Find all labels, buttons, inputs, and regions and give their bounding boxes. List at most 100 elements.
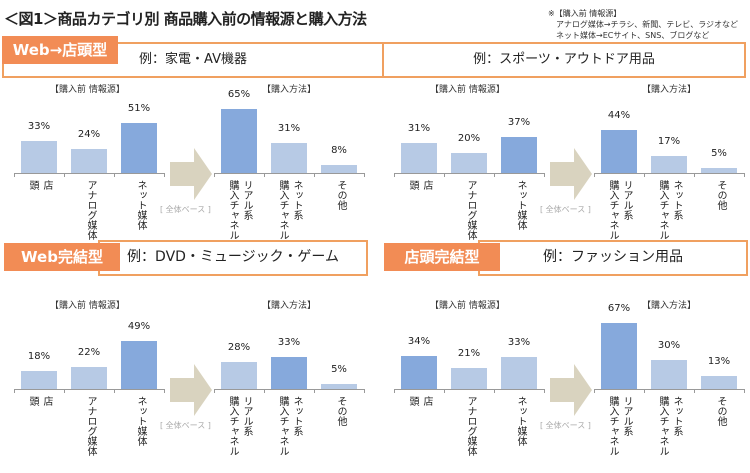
- category-label: ネット媒体: [515, 180, 526, 230]
- category-label: 店 頭: [407, 396, 432, 406]
- bar: [451, 368, 487, 389]
- data-label: 65%: [227, 89, 251, 101]
- axis-tick: [214, 389, 215, 393]
- bar: [651, 156, 687, 173]
- data-label: 20%: [457, 133, 481, 145]
- axis-tick: [64, 389, 65, 393]
- x-axis: [594, 173, 744, 174]
- bar: [651, 359, 687, 389]
- axis-tick: [164, 173, 165, 177]
- category-label: その他: [715, 180, 726, 210]
- category-label: その他: [335, 396, 346, 426]
- category-label: ネット媒体: [135, 396, 146, 446]
- right-chart-title: 【購入方法】: [262, 85, 317, 95]
- axis-tick: [494, 389, 495, 393]
- data-label: 49%: [127, 320, 151, 332]
- category-label: 店 頭: [27, 396, 52, 406]
- category-label: その他: [715, 396, 726, 426]
- axis-tick: [64, 173, 65, 177]
- axis-tick: [114, 389, 115, 393]
- x-axis: [214, 389, 364, 390]
- axis-tick: [494, 173, 495, 177]
- arrow-icon: [550, 148, 592, 200]
- category-label: ネット媒体: [135, 180, 146, 230]
- bar: [501, 356, 537, 389]
- chart-panel: 例：スポーツ・アウトドア用品 【購入前 情報源】 【購入方法】 31% 店 頭 20% アナ…: [380, 0, 750, 240]
- bar: [401, 355, 437, 389]
- axis-tick: [544, 173, 545, 177]
- category-label: リアル系 購入チャネル: [607, 396, 632, 456]
- axis-tick: [644, 389, 645, 393]
- data-label: 31%: [277, 122, 301, 134]
- right-chart-title: 【購入方法】: [642, 301, 697, 311]
- x-axis: [394, 389, 544, 390]
- category-label: ネット媒体: [515, 396, 526, 446]
- category-label: 店 頭: [407, 180, 432, 190]
- arrow-icon: [550, 364, 592, 416]
- left-chart-title: 【購入前 情報源】: [50, 301, 125, 311]
- chart-panel: 例：家電・AV機器 Web→店頭型 【購入前 情報源】 【購入方法】 33% 店 頭 24%…: [0, 0, 384, 240]
- x-axis: [14, 389, 164, 390]
- bar: [271, 142, 307, 173]
- data-label: 34%: [407, 335, 431, 347]
- bar: [451, 153, 487, 173]
- category-label: リアル系 購入チャネル: [227, 396, 252, 456]
- data-label: 33%: [277, 336, 301, 348]
- bar: [601, 129, 637, 173]
- bar: [71, 149, 107, 173]
- category-label: ネット系 購入チャネル: [277, 396, 302, 456]
- axis-tick: [264, 173, 265, 177]
- data-label: 31%: [407, 122, 431, 134]
- data-label: 33%: [27, 120, 51, 132]
- axis-tick: [364, 389, 365, 393]
- bar: [601, 323, 637, 389]
- category-label: アナログ媒体: [465, 396, 476, 456]
- category-label: ネット系 購入チャネル: [657, 180, 682, 240]
- data-label: 28%: [227, 341, 251, 353]
- category-label: その他: [335, 180, 346, 210]
- axis-tick: [14, 389, 15, 393]
- axis-tick: [364, 173, 365, 177]
- data-label: 30%: [657, 339, 681, 351]
- axis-tick: [264, 389, 265, 393]
- data-label: 8%: [331, 145, 347, 157]
- axis-tick: [594, 173, 595, 177]
- data-label: 18%: [27, 351, 51, 363]
- category-label: リアル系 購入チャネル: [227, 180, 252, 240]
- category-label: ネット系 購入チャネル: [277, 180, 302, 240]
- chart-panel: 例：DVD・ミュージック・ゲーム Web完結型 【購入前 情報源】 【購入方法】 18%…: [0, 213, 375, 456]
- bar: [501, 136, 537, 173]
- axis-tick: [644, 173, 645, 177]
- category-type-tag: Web完結型: [4, 243, 120, 271]
- data-label: 33%: [507, 336, 531, 348]
- bar: [221, 109, 257, 173]
- axis-tick: [114, 173, 115, 177]
- x-axis: [14, 173, 164, 174]
- category-label: 店 頭: [27, 180, 52, 190]
- bar: [21, 371, 57, 389]
- example-box: 例：ファッション用品: [478, 240, 748, 276]
- data-label: 24%: [77, 129, 101, 141]
- bar: [221, 361, 257, 389]
- axis-tick: [14, 173, 15, 177]
- bar: [121, 123, 157, 173]
- base-note: [ 全体ベース ]: [540, 421, 591, 430]
- example-box: 例：スポーツ・アウトドア用品: [382, 42, 746, 78]
- axis-tick: [744, 389, 745, 393]
- axis-tick: [444, 173, 445, 177]
- category-label: アナログ媒体: [85, 396, 96, 456]
- data-label: 5%: [711, 148, 727, 160]
- footnote: ※【購入前 情報源】 アナログ媒体→チラシ、新聞、テレビ、ラジオなど ネット媒体…: [548, 9, 739, 40]
- chart-panel: 例：ファッション用品 店頭完結型 【購入前 情報源】 【購入方法】 34% 店 頭 21% ア…: [380, 213, 750, 456]
- axis-tick: [444, 389, 445, 393]
- bar: [701, 376, 737, 389]
- category-label: ネット系 購入チャネル: [657, 396, 682, 456]
- category-type-tag: 店頭完結型: [384, 243, 500, 271]
- category-label: リアル系 購入チャネル: [607, 180, 632, 240]
- bar: [321, 384, 357, 389]
- data-label: 67%: [607, 303, 631, 315]
- data-label: 51%: [127, 103, 151, 115]
- left-chart-title: 【購入前 情報源】: [430, 85, 505, 95]
- data-label: 5%: [331, 364, 347, 376]
